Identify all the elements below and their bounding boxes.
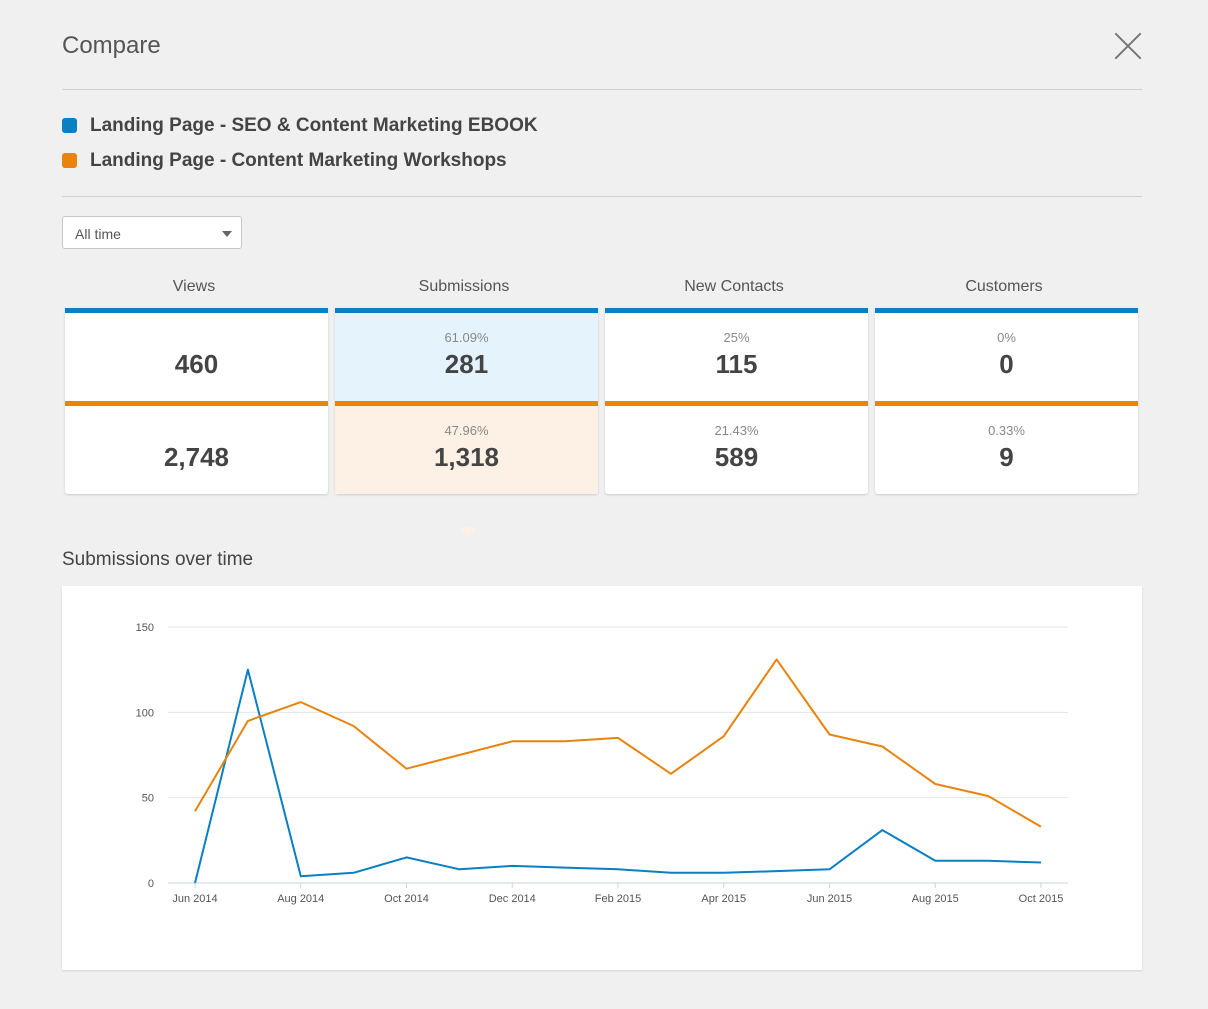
metric-heading: Submissions bbox=[418, 278, 510, 295]
metric-submissions[interactable]: Submissions 61.09% 281 47.96% 1,318 bbox=[332, 274, 598, 538]
metric-value: 589 bbox=[714, 442, 759, 472]
dialog-header: Compare bbox=[62, 28, 1142, 90]
caret-down-icon bbox=[222, 231, 232, 237]
legend-item-workshops: Landing Page - Content Marketing Worksho… bbox=[62, 143, 1142, 178]
y-tick-label: 150 bbox=[136, 622, 154, 634]
y-tick-label: 0 bbox=[148, 878, 154, 890]
y-tick-label: 100 bbox=[136, 707, 154, 719]
metric-heading: Customers bbox=[965, 278, 1043, 295]
metric-a: 460 bbox=[65, 308, 328, 401]
comparison-legend: Landing Page - SEO & Content Marketing E… bbox=[62, 108, 1142, 197]
series-line-workshops bbox=[194, 658, 1042, 828]
metric-value: 9 bbox=[999, 442, 1014, 472]
time-range-value: All time bbox=[75, 226, 121, 242]
x-tick-label: Feb 2015 bbox=[595, 893, 641, 905]
selected-pointer-icon bbox=[459, 527, 477, 538]
submissions-line-chart: 0 50 100 150 Jun 2014 Aug 2014 Oct 2014 Dec 201… bbox=[136, 622, 1068, 905]
metric-a: 0% 0 bbox=[875, 308, 1138, 401]
x-tick-label: Apr 2015 bbox=[701, 893, 746, 905]
metric-value: 1,318 bbox=[433, 442, 500, 472]
y-tick-label: 50 bbox=[142, 793, 154, 805]
orange-swatch-icon bbox=[62, 153, 77, 168]
close-icon[interactable] bbox=[1114, 32, 1142, 60]
metric-views[interactable]: Views 460 2,748 bbox=[62, 274, 328, 494]
page-title: Compare bbox=[62, 32, 161, 59]
metric-card-selected[interactable]: 61.09% 281 47.96% 1,318 bbox=[335, 308, 598, 538]
metric-value: 115 bbox=[715, 349, 758, 379]
blue-swatch-icon bbox=[62, 118, 77, 133]
x-tick-label: Dec 2014 bbox=[489, 893, 536, 905]
x-tick-label: Jun 2015 bbox=[807, 893, 852, 905]
metric-percent: 21.43% bbox=[714, 423, 759, 438]
metric-heading: New Contacts bbox=[684, 278, 784, 295]
chart-section-title: Submissions over time bbox=[62, 549, 254, 570]
metric-percent: 0% bbox=[997, 330, 1016, 345]
chart-container: 0 50 100 150 Jun 2014 Aug 2014 Oct 2014 Dec 201… bbox=[62, 586, 1142, 970]
x-tick-label: Oct 2014 bbox=[384, 893, 429, 905]
metric-value: 281 bbox=[444, 349, 489, 379]
x-tick-label: Aug 2014 bbox=[277, 893, 324, 905]
legend-item-ebook: Landing Page - SEO & Content Marketing E… bbox=[62, 108, 1142, 143]
metric-card[interactable]: 0% 0 0.33% 9 bbox=[875, 308, 1138, 494]
metric-heading: Views bbox=[172, 278, 216, 295]
metric-value: 0 bbox=[999, 349, 1014, 379]
metric-card[interactable]: 25% 115 21.43% 589 bbox=[605, 308, 868, 494]
metric-b: 21.43% 589 bbox=[605, 401, 868, 494]
x-tick-label: Aug 2015 bbox=[912, 893, 959, 905]
metric-customers[interactable]: Customers 0% 0 0.33% 9 bbox=[872, 274, 1138, 494]
x-tick-label: Jun 2014 bbox=[172, 893, 217, 905]
metric-percent: 0.33% bbox=[988, 423, 1025, 438]
metric-percent: 47.96% bbox=[444, 423, 489, 438]
series-line-ebook bbox=[194, 668, 1042, 884]
metric-percent: 25% bbox=[723, 330, 750, 345]
metric-a: 25% 115 bbox=[605, 308, 868, 401]
metric-a: 61.09% 281 bbox=[335, 308, 598, 401]
metric-b: 47.96% 1,318 bbox=[335, 401, 598, 494]
metric-b: 2,748 bbox=[65, 401, 328, 494]
metric-card[interactable]: 460 2,748 bbox=[65, 308, 328, 494]
metric-value: 2,748 bbox=[163, 442, 230, 472]
metric-b: 0.33% 9 bbox=[875, 401, 1138, 494]
metric-value: 460 bbox=[174, 349, 219, 379]
metric-new-contacts[interactable]: New Contacts 25% 115 21.43% 589 bbox=[602, 274, 868, 494]
time-range-select[interactable]: All time bbox=[62, 216, 242, 249]
metric-percent: 61.09% bbox=[444, 330, 489, 345]
x-tick-label: Oct 2015 bbox=[1019, 893, 1064, 905]
legend-label: Landing Page - Content Marketing Worksho… bbox=[90, 149, 507, 171]
legend-label: Landing Page - SEO & Content Marketing E… bbox=[90, 114, 538, 136]
